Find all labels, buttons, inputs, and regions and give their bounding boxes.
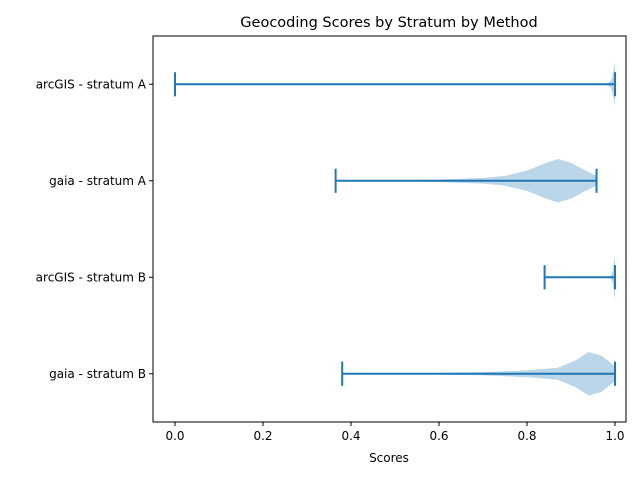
x-tick-label: 0.8 xyxy=(517,429,536,443)
whiskers-layer xyxy=(174,72,616,386)
x-tick-label: 0.0 xyxy=(165,429,184,443)
y-tick-label: arcGIS - stratum B xyxy=(36,270,146,284)
y-tick-label: arcGIS - stratum A xyxy=(36,77,147,91)
violins-layer xyxy=(175,62,615,396)
x-tick-label: 0.2 xyxy=(253,429,272,443)
x-axis-label: Scores xyxy=(369,451,409,465)
x-tick-label: 1.0 xyxy=(605,429,624,443)
y-axis: arcGIS - stratum A gaia - stratum A arcGIS… xyxy=(36,77,153,381)
plot-frame xyxy=(152,35,627,423)
y-tick-label: gaia - stratum A xyxy=(49,174,147,188)
y-tick-label: gaia - stratum B xyxy=(49,367,146,381)
chart-title: Geocoding Scores by Stratum by Method xyxy=(240,15,537,31)
x-tick-label: 0.4 xyxy=(341,429,360,443)
x-axis: 0.0 0.2 0.4 0.6 0.8 1.0 xyxy=(165,422,625,443)
x-tick-label: 0.6 xyxy=(429,429,448,443)
